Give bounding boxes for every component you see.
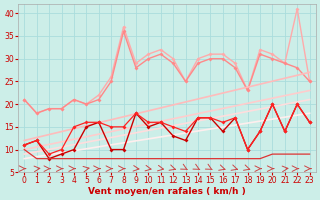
X-axis label: Vent moyen/en rafales ( km/h ): Vent moyen/en rafales ( km/h ) (88, 187, 246, 196)
